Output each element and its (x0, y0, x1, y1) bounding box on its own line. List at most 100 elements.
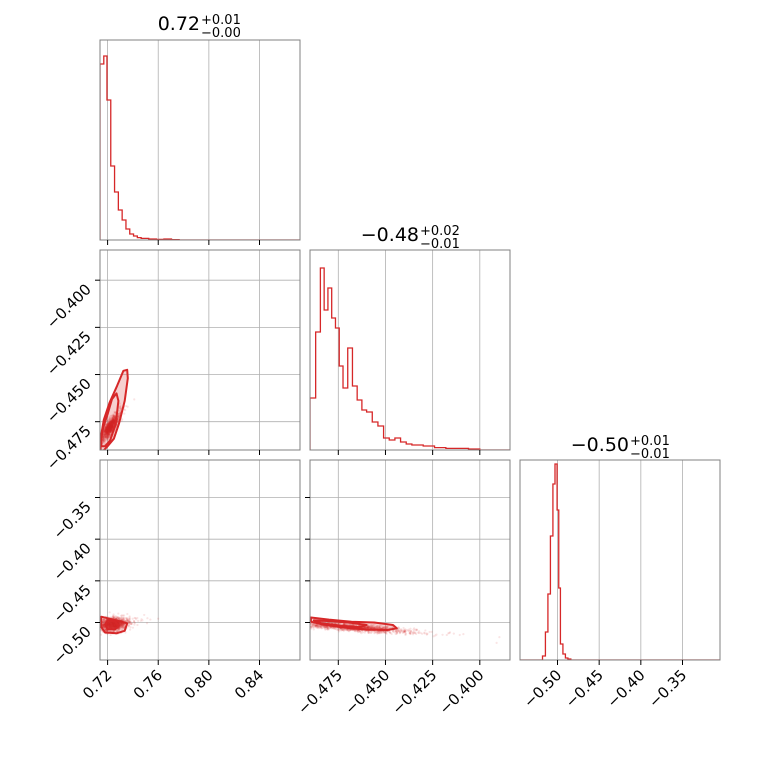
scatter-point (111, 426, 114, 429)
scatter-point (106, 432, 109, 435)
scatter-point (106, 424, 110, 427)
scatter-point (97, 439, 99, 441)
scatter-point (397, 626, 400, 629)
scatter-point (108, 623, 111, 626)
scatter-point (107, 425, 110, 428)
scatter-point (122, 627, 125, 630)
scatter-point (111, 624, 114, 627)
scatter-point (108, 418, 111, 421)
scatter-point (399, 628, 403, 631)
scatter-point (109, 426, 113, 429)
scatter-point (105, 431, 109, 434)
scatter-point (105, 427, 108, 430)
scatter-point (103, 439, 106, 442)
scatter-point (111, 423, 115, 426)
scatter-point (105, 428, 108, 431)
scatter-point (107, 433, 110, 436)
y-tick-label: −0.45 (50, 581, 95, 626)
scatter-point (107, 426, 110, 430)
scatter-point (394, 632, 397, 636)
scatter-point (109, 626, 112, 629)
scatter-point (107, 426, 110, 429)
scatter-point (112, 414, 116, 417)
scatter-point (109, 625, 112, 628)
scatter-point (106, 435, 109, 438)
scatter-point (112, 417, 115, 420)
scatter-point (107, 422, 110, 425)
scatter-point (107, 425, 110, 428)
x-tick-label: 0.84 (231, 666, 267, 702)
panel-frame (99, 459, 301, 661)
scatter-point (109, 424, 112, 427)
scatter-point (109, 428, 112, 431)
scatter-point (110, 623, 113, 626)
scatter-point (348, 629, 352, 632)
panel-r1-c0: −0.475−0.450−0.425−0.400 (43, 249, 301, 474)
scatter-point (109, 431, 112, 434)
scatter-point (106, 433, 109, 437)
scatter-point (380, 624, 383, 627)
scatter-point (103, 433, 106, 436)
scatter-point (318, 626, 321, 629)
scatter-point (392, 630, 395, 633)
scatter-point (402, 626, 405, 630)
scatter-point (301, 624, 303, 626)
scatter-point (363, 626, 367, 629)
scatter-point (102, 435, 105, 438)
scatter-point (398, 630, 402, 633)
scatter-point (302, 625, 304, 627)
scatter-point (107, 430, 110, 434)
y-tick-label: −0.40 (50, 539, 95, 584)
scatter-point (105, 428, 108, 432)
scatter-point (107, 426, 110, 429)
scatter-point (306, 627, 308, 629)
scatter-point (106, 430, 110, 433)
scatter-point (108, 623, 111, 626)
scatter-point (105, 424, 108, 427)
scatter-point (377, 631, 380, 635)
scatter-point (105, 433, 108, 436)
scatter-point (110, 623, 113, 626)
scatter-point (120, 616, 123, 619)
panel-r0-c0 (99, 39, 301, 245)
scatter-point (107, 432, 110, 436)
scatter-point (112, 418, 116, 421)
scatter-point (107, 429, 110, 432)
scatter-point (303, 623, 305, 625)
panel-frame (99, 249, 301, 451)
scatter-point (107, 625, 110, 628)
scatter-point (111, 421, 114, 424)
scatter-point (105, 427, 109, 430)
scatter-point (105, 428, 109, 431)
scatter-point (109, 426, 113, 430)
scatter-point (111, 425, 114, 428)
scatter-point (122, 623, 126, 626)
scatter-point (113, 624, 116, 627)
scatter-point (324, 625, 327, 628)
scatter-point (110, 426, 114, 429)
scatter-point (106, 431, 109, 434)
scatter-point (111, 422, 115, 425)
panel-content (97, 250, 300, 450)
scatter-point (106, 425, 110, 429)
scatter-point (113, 625, 116, 629)
scatter-point (132, 620, 136, 623)
scatter-point (326, 626, 329, 629)
contour-inner (312, 619, 368, 629)
scatter-point (106, 426, 110, 430)
scatter-point (107, 426, 110, 429)
scatter-point (347, 628, 350, 632)
scatter-point (112, 624, 115, 627)
scatter-point (307, 626, 309, 628)
scatter-point (108, 429, 111, 432)
scatter-point (107, 421, 110, 425)
scatter-point (96, 625, 98, 627)
scatter-point (143, 613, 146, 617)
scatter-point (105, 432, 108, 435)
scatter-point (411, 631, 414, 635)
scatter-point (120, 624, 123, 627)
scatter-point (111, 623, 115, 626)
scatter-point (102, 438, 105, 441)
scatter-point (396, 630, 399, 633)
